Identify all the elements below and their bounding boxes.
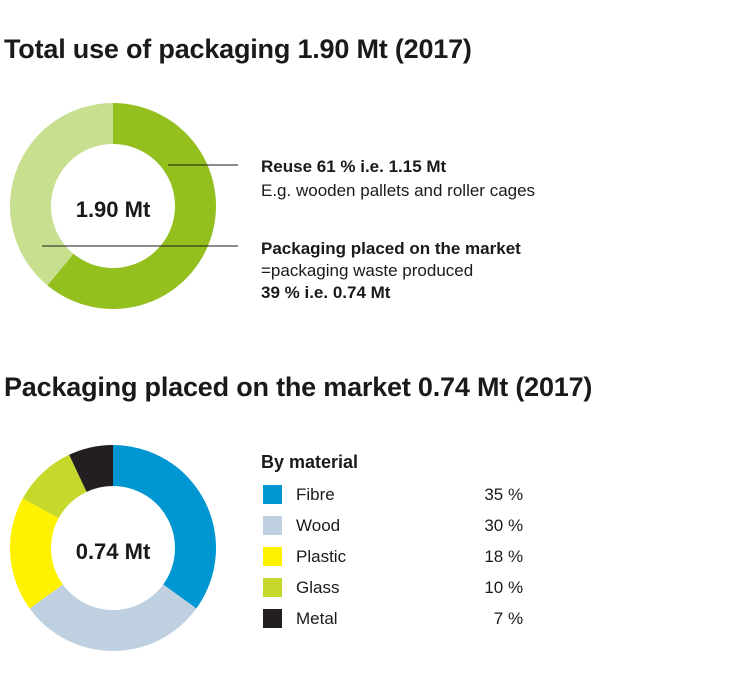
- material-slice-wood: [29, 584, 197, 651]
- annotation-reuse-title: Reuse 61 % i.e. 1.15 Mt: [261, 157, 447, 176]
- legend-swatch-glass: [263, 578, 282, 597]
- chart-title-total-use: Total use of packaging 1.90 Mt (2017): [4, 34, 472, 64]
- legend-label-wood: Wood: [296, 516, 341, 535]
- legend-value-fibre: 35 %: [484, 485, 524, 504]
- legend-swatch-plastic: [263, 547, 282, 566]
- legend-by-material: By material Fibre 35 % Wood 30 % Plastic…: [261, 452, 523, 640]
- annotation-reuse-detail: E.g. wooden pallets and roller cages: [261, 181, 536, 200]
- legend-swatch-fibre: [263, 485, 282, 504]
- donut-chart-by-material: 0.74 Mt: [9, 445, 217, 651]
- legend-value-glass: 10 %: [484, 578, 524, 597]
- legend-item-wood: Wood 30 %: [261, 516, 523, 547]
- legend-item-glass: Glass 10 %: [261, 578, 523, 609]
- legend-label-fibre: Fibre: [296, 485, 335, 504]
- legend-label-metal: Metal: [296, 609, 338, 628]
- legend-swatch-wood: [263, 516, 282, 535]
- annotation-market: Packaging placed on the market =packagin…: [261, 238, 521, 304]
- annotation-market-title: Packaging placed on the market: [261, 239, 521, 258]
- legend-value-metal: 7 %: [493, 609, 524, 628]
- annotation-market-detail: =packaging waste produced: [261, 261, 474, 280]
- legend-title: By material: [261, 452, 359, 472]
- legend-label-plastic: Plastic: [296, 547, 347, 566]
- total-use-slice-market: [10, 103, 114, 286]
- donut-center-label-market: 0.74 Mt: [76, 539, 151, 564]
- material-slice-fibre: [113, 445, 217, 609]
- annotation-reuse: Reuse 61 % i.e. 1.15 Mt E.g. wooden pall…: [261, 155, 535, 203]
- legend-value-plastic: 18 %: [484, 547, 524, 566]
- legend-item-plastic: Plastic 18 %: [261, 547, 523, 578]
- legend-item-fibre: Fibre 35 %: [261, 485, 523, 516]
- chart-title-market: Packaging placed on the market 0.74 Mt (…: [4, 372, 593, 402]
- total-use-slice-reuse: [47, 103, 217, 309]
- legend-swatch-metal: [263, 609, 282, 628]
- material-slice-plastic: [9, 498, 63, 609]
- annotation-market-footer: 39 % i.e. 0.74 Mt: [261, 283, 391, 302]
- donut-chart-total-use: 1.90 Mt: [10, 103, 238, 309]
- material-slice-metal: [69, 445, 113, 492]
- legend-label-glass: Glass: [296, 578, 340, 597]
- legend-item-metal: Metal 7 %: [261, 609, 523, 640]
- donut-center-label-total: 1.90 Mt: [76, 197, 151, 222]
- material-slice-glass: [22, 454, 87, 519]
- legend-value-wood: 30 %: [484, 516, 524, 535]
